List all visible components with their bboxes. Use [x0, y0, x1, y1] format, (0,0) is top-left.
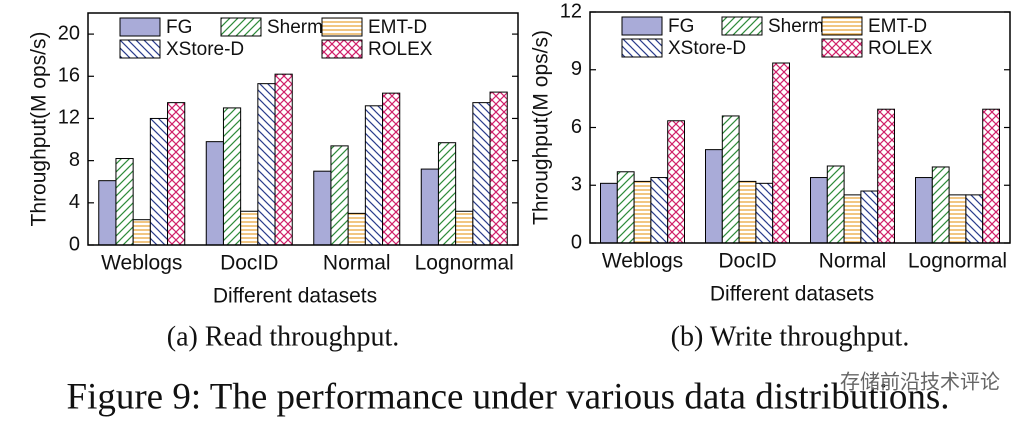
- legend-swatch: [220, 17, 262, 37]
- legend-swatch: [119, 17, 161, 37]
- legend-swatch: [621, 16, 663, 36]
- x-tick-label: DocID: [220, 252, 278, 275]
- legend-swatch: [321, 17, 363, 37]
- bar: [633, 180, 652, 244]
- x-axis-label: Different datasets: [213, 285, 377, 308]
- bar: [382, 92, 401, 246]
- bar: [826, 165, 845, 244]
- bar: [205, 141, 224, 246]
- legend-label: EMT-D: [868, 16, 927, 37]
- legend-swatch: [821, 38, 863, 58]
- bar: [489, 91, 508, 246]
- bar: [982, 108, 1001, 244]
- legend-label: EMT-D: [368, 17, 427, 38]
- subcaption: (b) Write throughput.: [671, 321, 910, 352]
- bar: [115, 158, 134, 246]
- bar: [810, 177, 828, 244]
- x-tick-label: DocID: [718, 250, 776, 273]
- legend-label: XStore-D: [166, 39, 244, 60]
- y-tick-label: 12: [58, 107, 80, 129]
- legend-label: FG: [166, 17, 192, 38]
- x-tick-label: Weblogs: [602, 250, 683, 273]
- bar: [915, 177, 933, 244]
- plot-frame: [589, 11, 1011, 244]
- y-tick-label: 8: [69, 149, 80, 171]
- x-axis-label: Different datasets: [710, 283, 874, 306]
- bar: [843, 194, 862, 244]
- legend-swatch: [321, 39, 363, 59]
- y-axis-label: Throughput(M ops/s): [28, 32, 51, 227]
- bar: [330, 145, 349, 246]
- legend-swatch: [721, 16, 763, 36]
- x-tick-label: Lognormal: [908, 250, 1007, 273]
- bar: [667, 120, 686, 244]
- y-tick-label: 0: [69, 233, 80, 255]
- bar: [738, 180, 757, 244]
- x-tick-label: Normal: [323, 252, 391, 275]
- legend-swatch: [621, 38, 663, 58]
- bar: [455, 210, 474, 246]
- y-tick-label: 9: [571, 58, 582, 80]
- subcaption: (a) Read throughput.: [167, 321, 400, 352]
- x-tick-label: Weblogs: [101, 252, 182, 275]
- bar: [965, 194, 984, 244]
- plot-frame: [87, 12, 519, 246]
- bar: [347, 212, 366, 246]
- bar: [257, 83, 276, 246]
- legend-swatch: [119, 39, 161, 59]
- bar: [472, 102, 491, 246]
- bar: [98, 180, 117, 246]
- y-tick-label: 0: [571, 231, 582, 253]
- y-tick-label: 16: [58, 65, 80, 87]
- bar: [437, 142, 457, 246]
- bar: [721, 115, 740, 244]
- bar: [616, 171, 635, 244]
- bar: [132, 219, 151, 246]
- y-tick-label: 6: [571, 116, 582, 138]
- x-tick-label: Normal: [819, 250, 887, 273]
- bar: [420, 168, 439, 246]
- legend-label: XStore-D: [668, 38, 746, 59]
- bar: [650, 177, 669, 244]
- bar: [222, 107, 242, 246]
- bar: [167, 102, 186, 246]
- bar: [755, 182, 774, 244]
- bar: [948, 194, 967, 244]
- y-axis-label: Throughput(M ops/s): [530, 30, 553, 225]
- bar: [600, 182, 618, 244]
- y-tick-label: 3: [571, 174, 582, 196]
- y-tick-label: 12: [560, 0, 582, 22]
- bar: [705, 149, 723, 244]
- bar: [931, 166, 950, 244]
- watermark: 存储前沿技术评论: [840, 370, 1000, 393]
- bar: [860, 190, 879, 244]
- y-tick-label: 20: [58, 22, 80, 44]
- bar: [149, 117, 169, 246]
- bar: [772, 62, 791, 244]
- bar: [240, 210, 259, 246]
- figure-caption: Figure 9: The performance under various …: [67, 376, 950, 417]
- legend-label: ROLEX: [368, 39, 433, 60]
- legend-swatch: [821, 16, 863, 36]
- y-tick-label: 4: [69, 191, 80, 213]
- legend-label: ROLEX: [868, 38, 933, 59]
- bar: [877, 108, 896, 244]
- x-tick-label: Lognormal: [415, 252, 514, 275]
- bar: [313, 170, 332, 246]
- bar: [274, 73, 293, 246]
- bar: [364, 105, 384, 246]
- legend-label: FG: [668, 16, 694, 37]
